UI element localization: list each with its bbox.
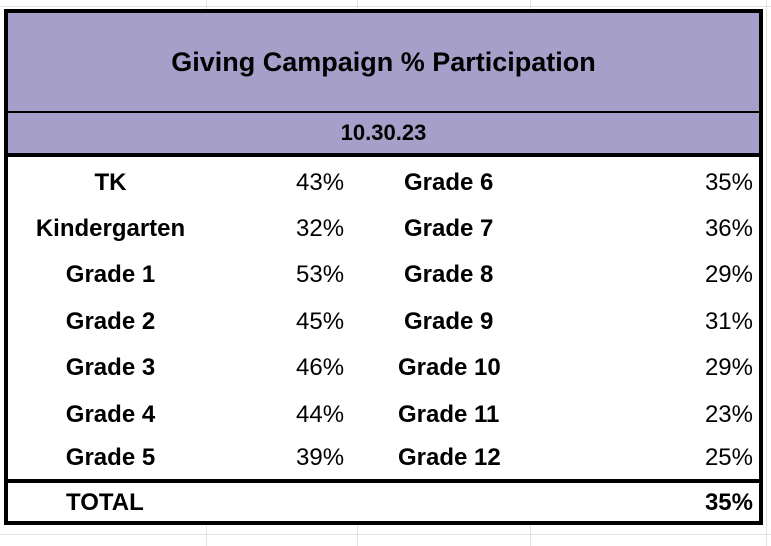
grade-label: Grade 8 bbox=[404, 261, 494, 288]
grade-label: Grade 12 bbox=[398, 444, 501, 471]
sheet-gridline bbox=[0, 534, 771, 535]
grade-label: Grade 1 bbox=[65, 261, 156, 288]
total-label: TOTAL bbox=[66, 489, 144, 516]
grade-label: Grade 7 bbox=[404, 215, 494, 242]
sheet-gridline bbox=[766, 0, 767, 546]
grade-percent: 29% bbox=[704, 354, 753, 381]
grade-label: TK bbox=[94, 169, 127, 196]
grade-label: Grade 10 bbox=[398, 354, 501, 381]
grade-percent: 53% bbox=[296, 261, 345, 288]
table-date: 10.30.23 bbox=[8, 113, 759, 157]
grade-label: Grade 11 bbox=[398, 401, 500, 428]
grade-percent: 46% bbox=[296, 354, 345, 381]
grade-label: Grade 4 bbox=[65, 401, 156, 428]
grade-percent: 35% bbox=[704, 169, 753, 196]
grade-label: Grade 9 bbox=[404, 308, 494, 335]
grade-percent: 45% bbox=[296, 308, 345, 335]
grade-label: Kindergarten bbox=[35, 215, 186, 242]
total-row: TOTAL 35% bbox=[8, 479, 759, 525]
grade-label: Grade 5 bbox=[65, 444, 156, 471]
participation-table: Giving Campaign % Participation 10.30.23… bbox=[4, 9, 763, 525]
grade-label: Grade 2 bbox=[65, 308, 156, 335]
grade-percent: 43% bbox=[296, 169, 345, 196]
grade-label: Grade 3 bbox=[65, 354, 156, 381]
table-title: Giving Campaign % Participation bbox=[8, 13, 759, 113]
grade-label: Grade 6 bbox=[404, 169, 494, 196]
sheet-gridline bbox=[0, 6, 771, 7]
grade-percent: 23% bbox=[704, 401, 753, 428]
total-percent: 35% bbox=[704, 489, 753, 516]
grade-percent: 25% bbox=[704, 444, 753, 471]
grade-percent: 44% bbox=[296, 401, 345, 428]
grade-percent: 31% bbox=[704, 308, 753, 335]
grade-percent: 36% bbox=[704, 215, 753, 242]
grade-percent: 32% bbox=[296, 215, 345, 242]
grade-percent: 39% bbox=[296, 444, 345, 471]
grade-percent: 29% bbox=[704, 261, 753, 288]
